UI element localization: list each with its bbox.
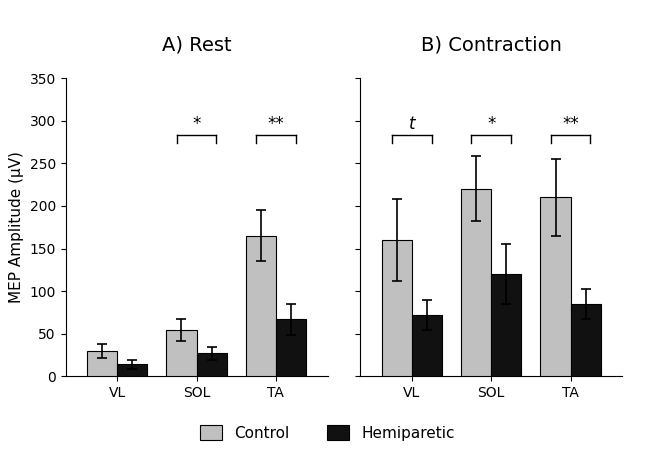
Text: *: * [487,115,495,134]
Bar [166,330,196,376]
Bar [196,353,227,376]
Legend: Control, Hemiparetic: Control, Hemiparetic [195,419,460,447]
Text: B) Contraction: B) Contraction [421,35,562,54]
Bar [382,240,412,376]
Bar [276,319,306,376]
Bar [87,351,117,376]
Text: A) Rest: A) Rest [162,35,231,54]
Y-axis label: MEP Amplitude (μV): MEP Amplitude (μV) [9,151,24,303]
Text: *: * [193,115,200,134]
Bar [117,364,147,376]
Bar [571,304,601,376]
Bar [491,274,521,376]
Text: **: ** [562,115,579,134]
Bar [412,315,442,376]
Bar [246,236,276,376]
Text: t: t [409,115,415,134]
Bar [461,189,491,376]
Bar [540,197,571,376]
Text: **: ** [267,115,284,134]
